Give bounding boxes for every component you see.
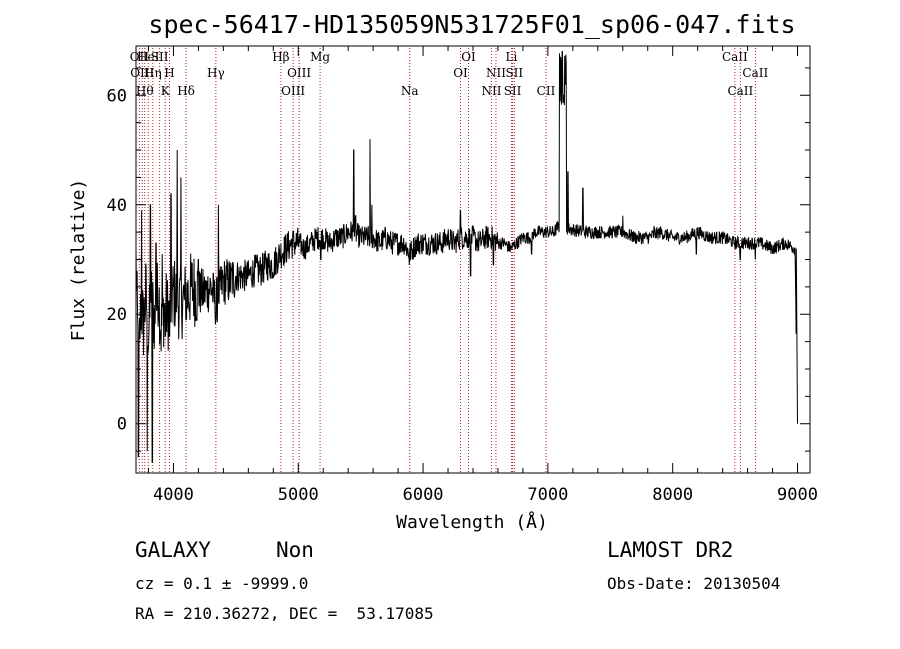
line-marker-label: Hδ [177, 84, 195, 98]
line-marker-label: K [161, 84, 171, 98]
object-subclass: Non [276, 538, 314, 562]
x-tick-label: 6000 [403, 485, 444, 505]
line-marker-label: Mg [310, 50, 330, 64]
line-marker-label: Na [401, 84, 419, 98]
object-class: GALAXY [135, 538, 211, 562]
x-tick-label: 5000 [278, 485, 319, 505]
y-tick-label: 20 [107, 305, 127, 325]
line-marker-label: H [164, 66, 174, 80]
line-marker-label: OIII [287, 66, 311, 80]
survey-name: LAMOST DR2 [607, 538, 734, 562]
y-tick-label: 0 [117, 415, 127, 435]
line-marker-label: Hθ [136, 84, 154, 98]
coordinates-readout: RA = 210.36272, DEC = 53.17085 [135, 604, 434, 623]
line-marker-label: OIII [281, 84, 305, 98]
observation-date: Obs-Date: 20130504 [607, 574, 781, 593]
line-marker-label: SII [505, 66, 523, 80]
plot-frame [135, 45, 811, 474]
line-marker-label: Li [506, 50, 518, 64]
line-marker-label: NII [481, 84, 501, 98]
line-marker-label: CII [537, 84, 556, 98]
line-marker-label: Hγ [207, 66, 225, 80]
line-marker-label: NII [486, 66, 506, 80]
x-tick-label: 7000 [527, 485, 568, 505]
line-marker-label: CaII [727, 84, 753, 98]
line-marker-label: OI [461, 50, 476, 64]
y-tick-label: 40 [107, 196, 127, 216]
y-axis-label: Flux (relative) [68, 179, 89, 342]
x-axis-label: Wavelength (Å) [396, 511, 548, 533]
spectrum-series [135, 51, 798, 463]
y-tick-label: 60 [107, 86, 127, 106]
x-tick-label: 8000 [652, 485, 693, 505]
line-marker-label: OI [453, 66, 468, 80]
redshift-readout: cz = 0.1 ± -9999.0 [135, 574, 309, 593]
line-marker-label: CaII [722, 50, 748, 64]
line-marker-label: Hη [144, 66, 162, 80]
spectrum-line [135, 51, 798, 463]
x-tick-label: 4000 [153, 485, 194, 505]
axis-ticks: 4000 5000 6000 7000 8000 9000 0 20 40 60 [107, 46, 818, 505]
line-marker-label: OIII [130, 66, 154, 80]
line-marker-label: Hβ [272, 50, 289, 64]
line-marker-label: CaII [742, 66, 768, 80]
line-marker-label: SII [504, 84, 522, 98]
line-marker-label: SII [151, 50, 169, 64]
x-tick-label: 9000 [777, 485, 818, 505]
chart-title: spec-56417-HD135059N531725F01_sp06-047.f… [148, 10, 795, 39]
